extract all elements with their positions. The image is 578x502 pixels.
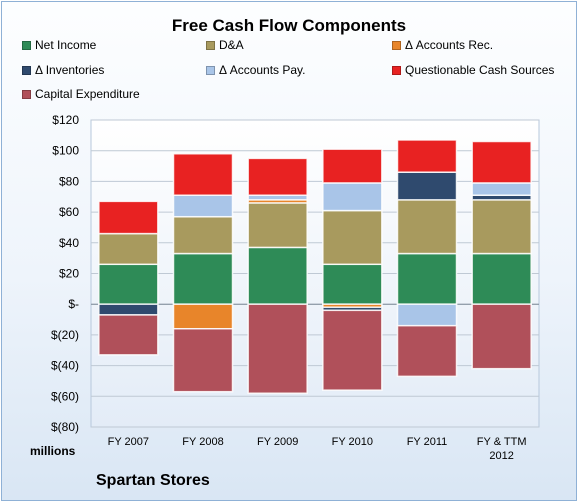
bar-segment xyxy=(98,263,159,305)
bar-segment xyxy=(396,139,458,173)
bar-segment xyxy=(247,202,308,249)
bar-segment xyxy=(322,148,383,184)
bar-segment xyxy=(172,328,234,393)
y-tick-label: $(80) xyxy=(51,420,79,434)
y-tick-label: $80 xyxy=(59,174,79,188)
x-tick-label: FY & TTM 2012 xyxy=(477,436,527,462)
legend-swatch-questionable xyxy=(392,65,401,75)
bar-segment xyxy=(172,252,234,305)
bar-segment xyxy=(322,209,383,266)
y-tick-label: $100 xyxy=(52,144,79,158)
bar-segment xyxy=(98,314,159,356)
bar-segment xyxy=(247,157,308,196)
legend-swatch-accounts-rec xyxy=(392,40,401,50)
y-tick-label: $20 xyxy=(59,267,79,281)
bar-segment xyxy=(172,303,234,330)
bar-segment xyxy=(172,215,234,255)
legend-item-inventories: Δ Inventories xyxy=(22,63,104,77)
y-tick-label: $120 xyxy=(52,113,79,127)
x-tick-label: FY 2009 xyxy=(257,436,298,448)
legend-item-accounts-rec: Δ Accounts Rec. xyxy=(392,38,493,52)
bar-segment xyxy=(98,232,159,266)
bar-segment xyxy=(247,303,308,394)
bar-segment xyxy=(471,182,532,196)
bar-segment xyxy=(396,324,458,378)
legend-label-capex: Capital Expenditure xyxy=(35,87,140,101)
y-tick-label: $- xyxy=(68,297,79,311)
legend-swatch-da xyxy=(206,40,215,50)
chart-title: Free Cash Flow Components xyxy=(171,16,407,35)
y-tick-label: $40 xyxy=(59,236,79,250)
legend-item-capex: Capital Expenditure xyxy=(22,87,140,101)
bar-segment xyxy=(172,153,234,196)
bar-segment xyxy=(471,140,532,184)
company-name: Spartan Stores xyxy=(96,472,210,489)
legend-item-da: D&A xyxy=(206,38,244,52)
y-tick-label: $(20) xyxy=(51,328,79,342)
bar-segment xyxy=(322,263,383,305)
x-tick-label: FY 2008 xyxy=(182,436,223,448)
legend-swatch-net-income xyxy=(22,40,31,50)
bar-segment xyxy=(322,182,383,212)
bar-segment xyxy=(471,252,532,305)
bar-segment xyxy=(471,303,532,370)
legend-item-accounts-pay: Δ Accounts Pay. xyxy=(206,63,306,77)
legend-label-da: D&A xyxy=(219,38,244,52)
bar-segment xyxy=(396,199,458,255)
y-tick-label: $(40) xyxy=(51,359,79,373)
units-label: millions xyxy=(30,444,76,458)
bar-segment xyxy=(98,303,159,316)
legend-item-questionable: Questionable Cash Sources xyxy=(392,63,554,77)
legend-swatch-accounts-pay xyxy=(206,65,215,75)
bar-segment xyxy=(471,199,532,255)
legend-item-net-income: Net Income xyxy=(22,38,96,52)
bar-segment xyxy=(396,303,458,327)
legend-label-net-income: Net Income xyxy=(35,38,97,52)
bar-segment xyxy=(396,252,458,305)
bar-segment xyxy=(172,194,234,218)
legend-label-questionable: Questionable Cash Sources xyxy=(405,63,555,77)
x-tick-label: FY 2010 xyxy=(332,436,373,448)
bar-segment xyxy=(396,171,458,201)
legend-label-accounts-rec: Δ Accounts Rec. xyxy=(405,38,494,52)
y-tick-label: $(60) xyxy=(51,389,79,403)
bar-segment xyxy=(247,246,308,305)
legend-swatch-capex xyxy=(22,89,31,99)
y-tick-label: $60 xyxy=(59,205,79,219)
bar-segment xyxy=(322,309,383,391)
legend-label-inventories: Δ Inventories xyxy=(35,63,105,77)
x-tick-label: FY 2007 xyxy=(108,436,149,448)
legend-label-accounts-pay: Δ Accounts Pay. xyxy=(219,63,306,77)
x-tick-label: FY 2011 xyxy=(407,436,448,448)
legend-swatch-inventories xyxy=(22,65,31,75)
bar-segment xyxy=(98,200,159,235)
